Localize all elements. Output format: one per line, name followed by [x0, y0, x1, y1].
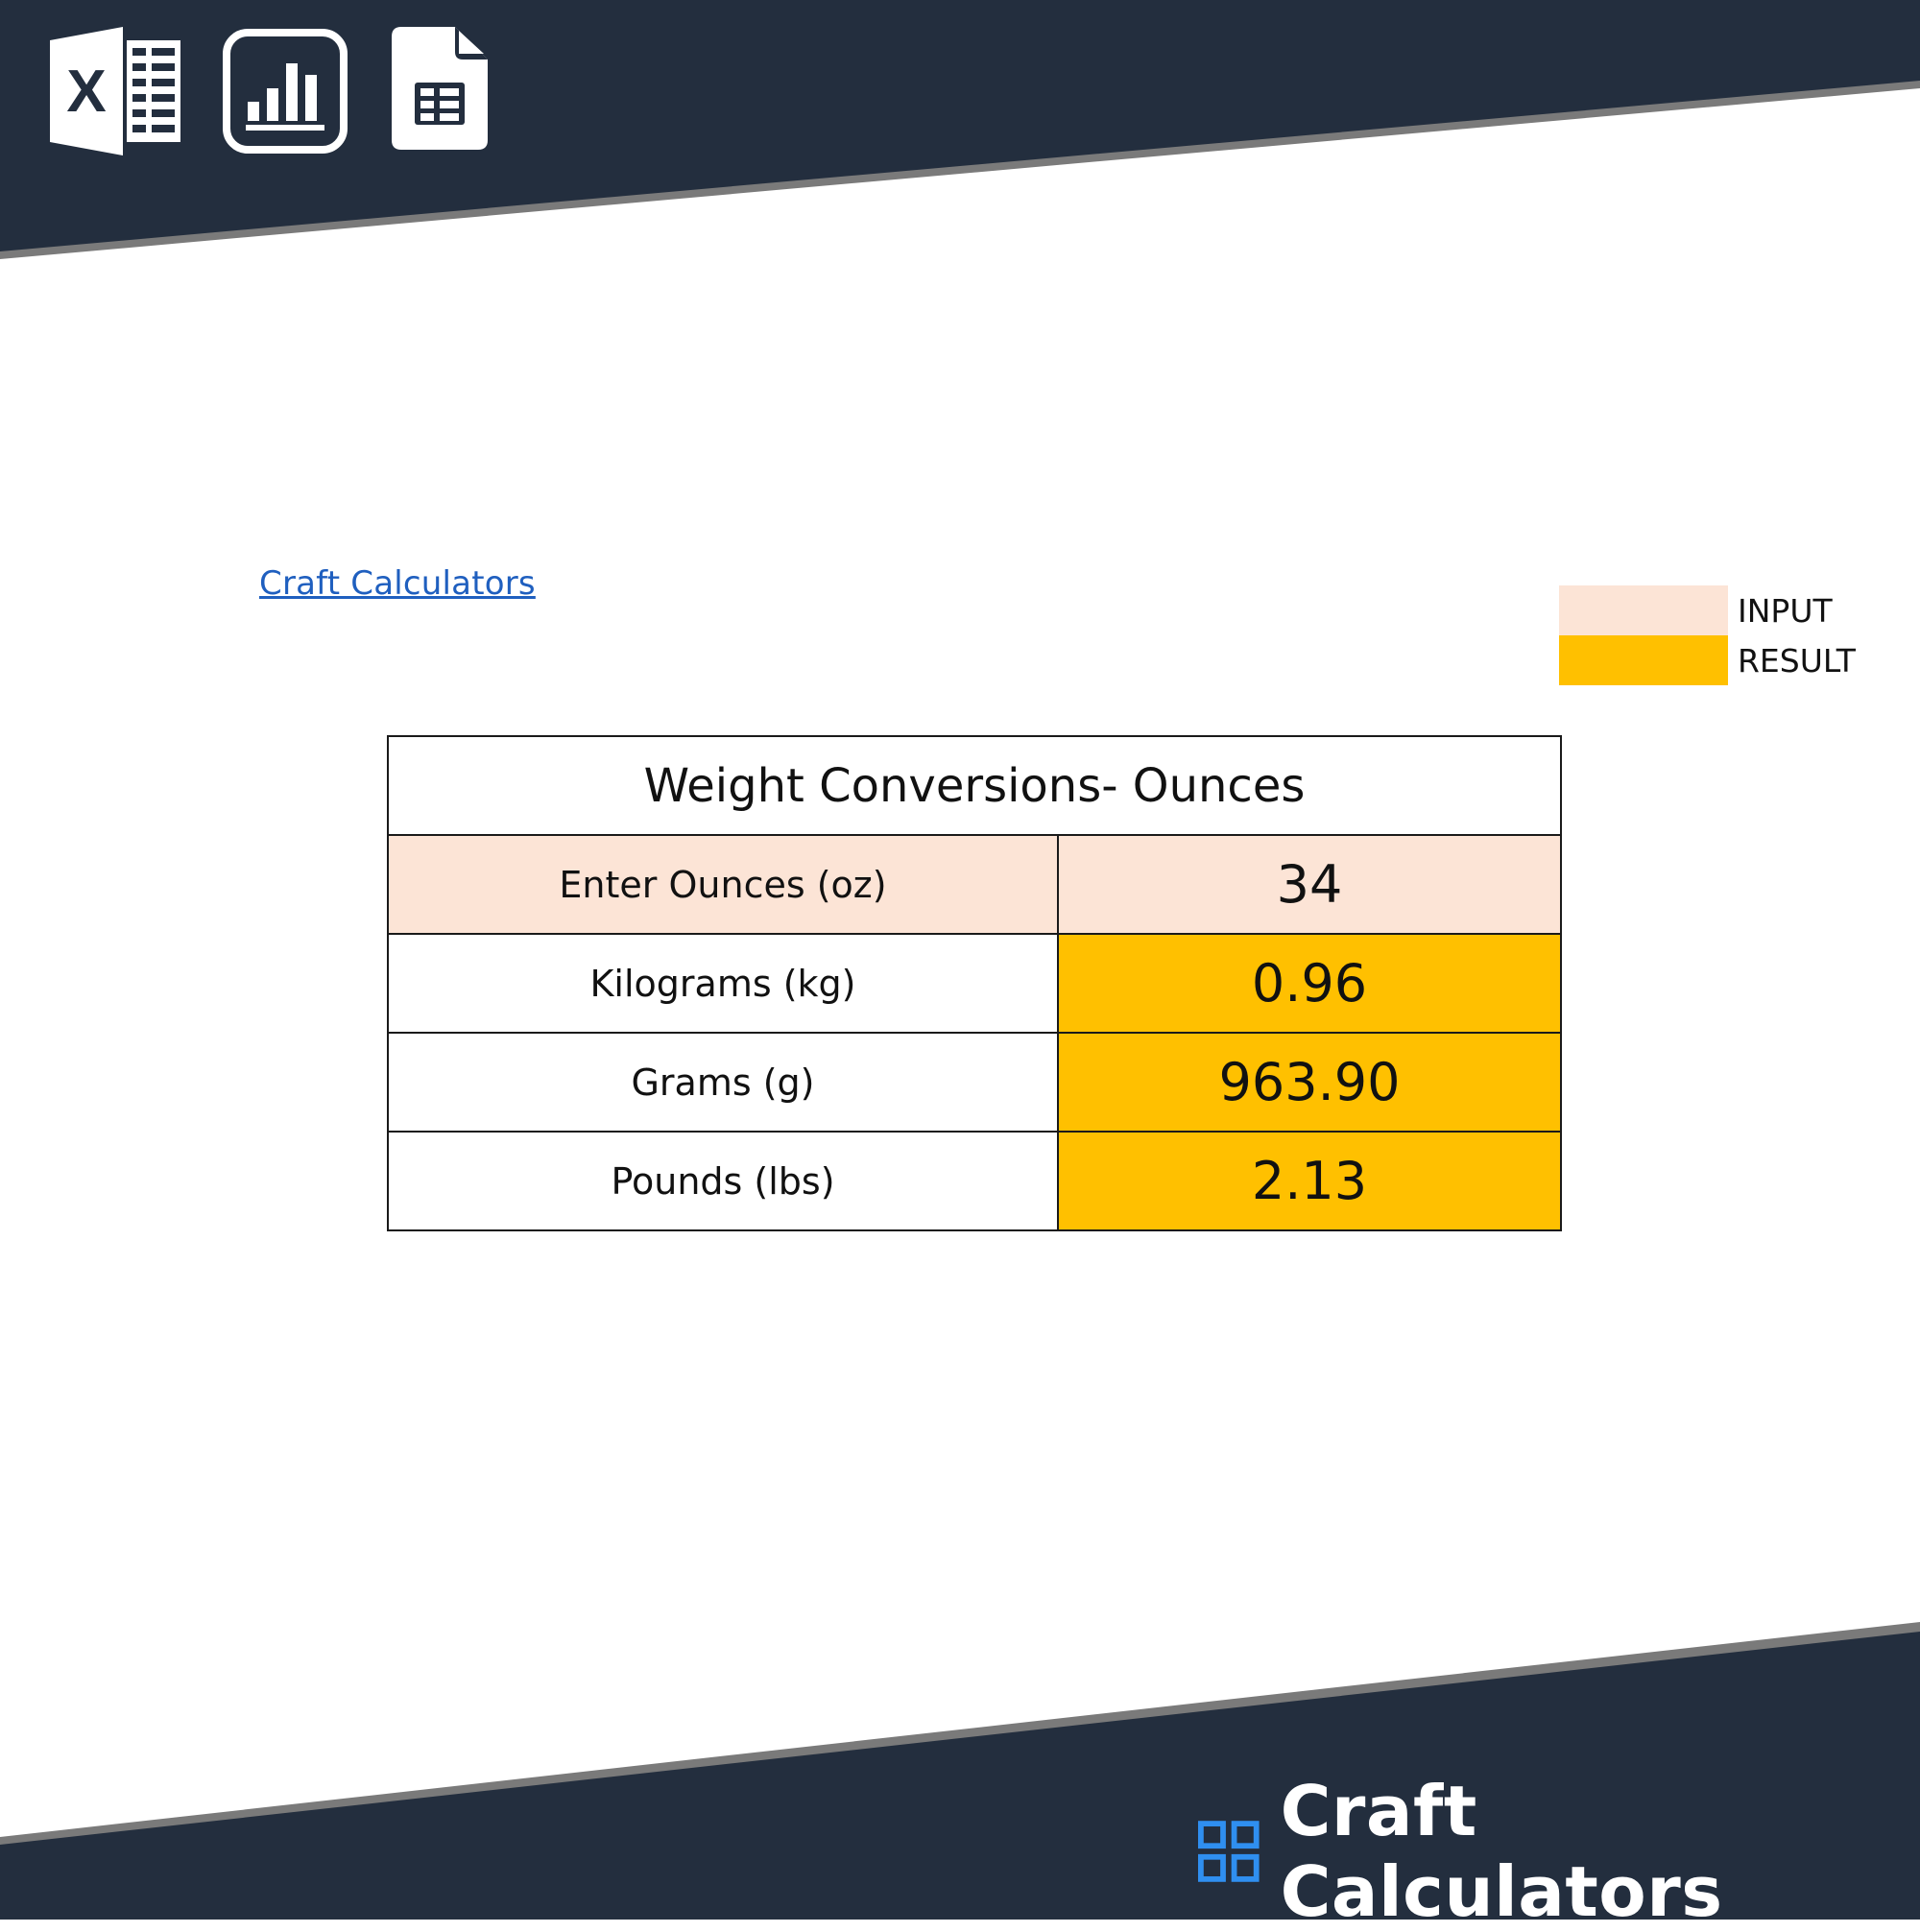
excel-icon: X	[50, 27, 180, 155]
table-row: Grams (g) 963.90	[387, 1032, 1562, 1133]
legend-input: INPUT	[1559, 585, 1856, 635]
table-title-row: Weight Conversions- Ounces	[387, 735, 1562, 836]
kilograms-result: 0.96	[1057, 933, 1562, 1034]
svg-text:X: X	[66, 59, 106, 125]
conversion-table: Weight Conversions- Ounces Enter Ounces …	[387, 735, 1562, 1231]
craft-calculators-link[interactable]: Craft Calculators	[259, 564, 536, 603]
ounces-input[interactable]: 34	[1057, 834, 1562, 935]
chart-icon	[223, 29, 348, 154]
table-row: Pounds (lbs) 2.13	[387, 1131, 1562, 1231]
grid-logo-icon	[1198, 1821, 1260, 1882]
table-row: Kilograms (kg) 0.96	[387, 933, 1562, 1034]
pounds-label: Pounds (lbs)	[387, 1131, 1059, 1231]
sheets-icon	[392, 27, 488, 150]
grams-result: 963.90	[1057, 1032, 1562, 1133]
footer-brand: Craft Calculators	[1198, 1771, 1920, 1932]
input-swatch	[1559, 585, 1728, 635]
ounces-label: Enter Ounces (oz)	[387, 834, 1059, 935]
grams-label: Grams (g)	[387, 1032, 1059, 1133]
legend-result: RESULT	[1559, 635, 1856, 685]
brand-name: Craft Calculators	[1280, 1771, 1723, 1932]
legend-input-label: INPUT	[1738, 591, 1833, 630]
pounds-result: 2.13	[1057, 1131, 1562, 1231]
kilograms-label: Kilograms (kg)	[387, 933, 1059, 1034]
legend: INPUT RESULT	[1559, 585, 1856, 685]
input-row: Enter Ounces (oz) 34	[387, 834, 1562, 935]
legend-result-label: RESULT	[1738, 641, 1856, 680]
table-title: Weight Conversions- Ounces	[387, 735, 1562, 836]
result-swatch	[1559, 635, 1728, 685]
